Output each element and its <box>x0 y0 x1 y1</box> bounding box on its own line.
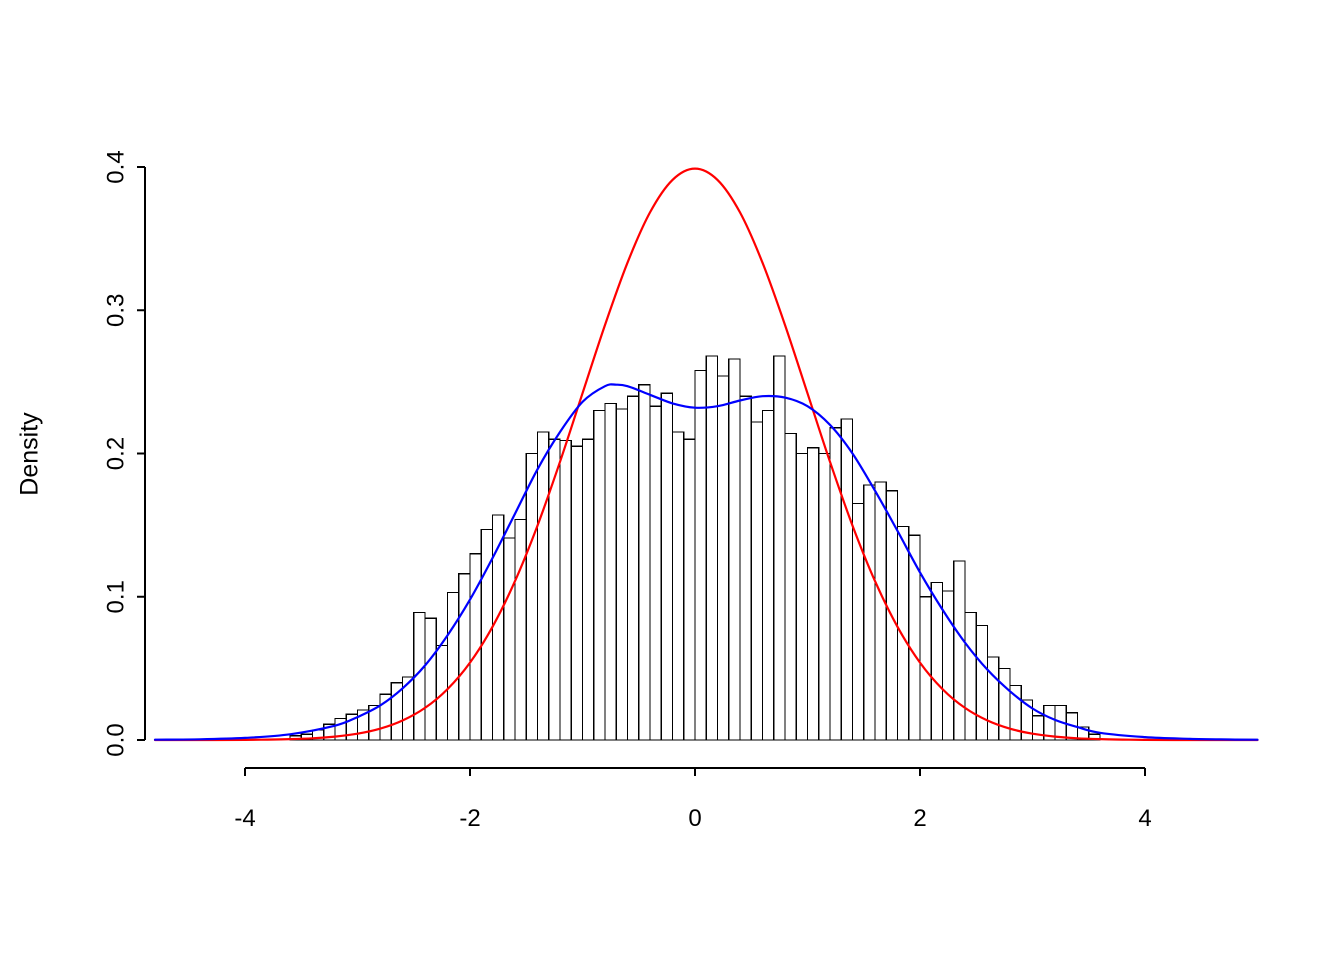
histogram-bar <box>986 656 1000 741</box>
y-tick-label: 0.2 <box>103 437 130 470</box>
histogram-bar <box>874 481 887 741</box>
histogram-bar <box>671 431 685 741</box>
histogram-bar <box>705 355 719 741</box>
standard-normal-density <box>153 167 1259 742</box>
histogram-bar <box>761 409 775 741</box>
histogram-bar <box>750 421 764 741</box>
histogram-bar <box>829 427 842 741</box>
histogram-bar <box>1076 726 1090 741</box>
histogram-bar <box>728 358 741 741</box>
y-axis: 0.0 0.1 0.2 0.3 0.4 <box>103 150 146 757</box>
histogram-bars <box>289 355 1101 741</box>
histogram-bar <box>795 452 809 741</box>
histogram-bar <box>683 438 696 741</box>
standard-normal-density-curve <box>153 167 1259 742</box>
histogram-bar <box>604 402 617 741</box>
histogram-bar <box>593 409 606 741</box>
histogram-bar <box>458 573 471 741</box>
histogram-bar <box>514 518 527 741</box>
histogram-bar <box>503 537 516 741</box>
x-axis: -4 -2 0 2 4 <box>234 767 1152 832</box>
y-tick-label: 0.1 <box>103 580 130 613</box>
histogram-bar <box>638 384 651 741</box>
histogram-bar <box>525 452 539 741</box>
histogram-bar <box>435 644 449 741</box>
histogram-bar <box>649 405 662 741</box>
x-tick-label: -2 <box>459 805 480 832</box>
x-tick-label: 2 <box>913 805 926 832</box>
histogram-bar <box>953 560 966 741</box>
histogram-bar <box>581 438 595 741</box>
histogram-bar <box>424 617 437 741</box>
histogram-bar <box>975 624 989 741</box>
histogram-bar <box>784 432 797 741</box>
histogram-bar <box>559 440 572 741</box>
histogram-bar <box>806 447 820 741</box>
histogram-bar <box>964 611 977 741</box>
y-tick-label: 0.0 <box>103 723 130 756</box>
histogram-bar <box>548 438 561 741</box>
x-tick-label: 4 <box>1138 805 1151 832</box>
x-tick-label: 0 <box>688 805 701 832</box>
histogram-bar <box>908 534 921 741</box>
histogram-bar <box>536 431 550 741</box>
histogram-bar <box>660 392 674 741</box>
x-tick-label: -4 <box>234 805 255 832</box>
histogram-bar <box>818 452 831 741</box>
histogram-bar <box>716 375 730 741</box>
histogram-bar <box>840 418 854 741</box>
y-tick-label: 0.4 <box>103 150 130 183</box>
histogram-bar <box>896 525 910 741</box>
histogram-bar <box>570 445 584 741</box>
kernel-density-estimate-curve <box>153 383 1259 741</box>
histogram-bar <box>739 395 752 741</box>
histogram-bar <box>626 395 640 741</box>
histogram-bar <box>863 484 876 741</box>
histogram-bar <box>446 591 460 741</box>
histogram-bar <box>773 355 786 741</box>
y-axis-title: Density <box>15 412 44 496</box>
histogram-bar <box>615 408 629 741</box>
histogram-bar <box>1031 715 1045 741</box>
y-tick-label: 0.3 <box>103 294 130 327</box>
histogram-bar <box>694 369 707 741</box>
kernel-density-estimate <box>153 383 1259 741</box>
